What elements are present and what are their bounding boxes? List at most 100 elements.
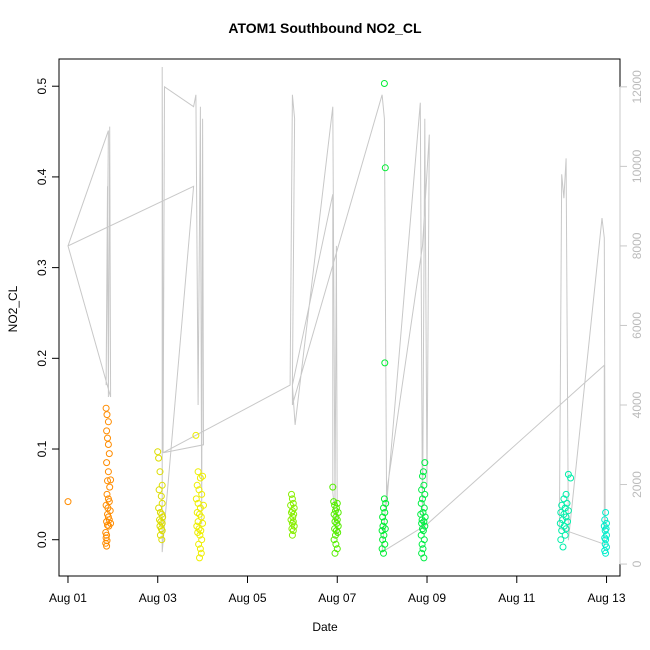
data-point <box>380 495 388 503</box>
data-point <box>380 531 388 539</box>
data-point <box>195 540 203 548</box>
data-point <box>155 504 163 512</box>
data-point <box>381 359 389 367</box>
data-point <box>64 498 72 506</box>
data-point <box>154 448 162 456</box>
data-point <box>199 519 207 527</box>
data-point <box>419 468 427 476</box>
data-point <box>419 472 426 480</box>
data-point <box>196 474 204 482</box>
x-tick-label: Aug 13 <box>588 591 626 605</box>
data-point <box>288 531 296 539</box>
y2-tick-label: 0 <box>630 560 644 567</box>
data-point <box>198 490 206 498</box>
data-point <box>287 516 295 524</box>
x-tick-label: Aug 07 <box>318 591 356 605</box>
data-point <box>331 549 339 557</box>
data-point <box>602 536 610 544</box>
data-point <box>557 536 565 544</box>
data-point <box>331 518 339 526</box>
y2-tick-label: 6000 <box>630 312 644 339</box>
data-point <box>103 542 111 550</box>
data-point <box>559 543 567 551</box>
data-point <box>104 468 112 476</box>
data-point <box>196 531 204 539</box>
data-point <box>418 540 426 548</box>
data-point <box>197 513 205 521</box>
x-tick-label: Aug 11 <box>498 591 535 605</box>
y-tick-label: 0.1 <box>35 440 49 457</box>
data-point <box>330 536 338 544</box>
data-point <box>155 454 163 462</box>
data-point <box>288 509 295 516</box>
data-point <box>419 495 426 503</box>
data-point <box>157 492 165 500</box>
data-point <box>194 468 202 476</box>
data-point <box>332 531 339 539</box>
x-axis-label: Date <box>312 620 338 634</box>
data-point <box>601 527 609 535</box>
data-point <box>105 522 113 530</box>
data-point <box>380 504 387 512</box>
data-point <box>380 549 387 557</box>
data-point <box>104 418 112 426</box>
y2-tick-label: 2000 <box>630 471 644 498</box>
data-point <box>288 490 295 498</box>
data-point <box>418 486 426 494</box>
data-point <box>107 476 115 484</box>
data-point <box>564 470 572 478</box>
data-point <box>104 434 111 442</box>
data-point <box>155 486 163 494</box>
data-point <box>195 525 203 533</box>
data-point <box>602 509 610 516</box>
x-tick-label: Aug 03 <box>139 591 177 605</box>
secondary-series-line <box>67 66 606 554</box>
data-point <box>103 427 111 435</box>
data-point <box>564 507 572 515</box>
data-point <box>288 495 296 503</box>
axes-layer: Aug 01 Aug 03 Aug 05 Aug 07 Aug 09 Aug 11 Aug … <box>35 70 644 605</box>
y2-tick-label: 12000 <box>630 70 644 104</box>
y-tick-label: 0.2 <box>35 350 49 367</box>
data-point <box>196 554 203 562</box>
data-point <box>562 525 570 533</box>
x-tick-label: Aug 05 <box>228 591 266 605</box>
y-tick-label: 0.4 <box>35 168 49 185</box>
data-point <box>193 481 201 489</box>
data-point <box>378 545 386 553</box>
data-point <box>329 483 337 491</box>
data-point <box>420 518 428 526</box>
data-point <box>421 459 429 467</box>
data-point <box>199 472 207 480</box>
data-point <box>332 540 340 548</box>
data-point <box>158 499 166 507</box>
data-point <box>379 513 387 521</box>
data-point <box>380 518 388 526</box>
data-point <box>192 495 200 503</box>
data-point <box>418 516 426 524</box>
data-point <box>196 545 204 553</box>
plot-frame <box>58 58 621 577</box>
data-point <box>103 531 111 539</box>
data-point <box>330 498 338 506</box>
data-point <box>158 527 166 535</box>
y2-tick-label: 4000 <box>630 391 644 418</box>
data-point <box>602 549 610 557</box>
chart-title: ATOM1 Southbound NO2_CL <box>228 20 422 36</box>
data-point <box>157 518 165 526</box>
secondary-line-layer <box>67 66 606 554</box>
y2-tick-label: 10000 <box>630 149 644 183</box>
data-point <box>102 404 110 412</box>
data-point <box>103 411 111 419</box>
data-point <box>106 483 114 491</box>
x-tick-label: Aug 01 <box>49 591 87 605</box>
data-point <box>420 554 428 562</box>
data-point <box>104 477 111 485</box>
data-point <box>192 431 200 439</box>
data-point <box>381 164 389 172</box>
data-point <box>558 527 566 535</box>
data-point <box>420 504 428 512</box>
data-point <box>156 468 164 476</box>
data-point <box>567 474 575 482</box>
data-point <box>194 518 202 526</box>
